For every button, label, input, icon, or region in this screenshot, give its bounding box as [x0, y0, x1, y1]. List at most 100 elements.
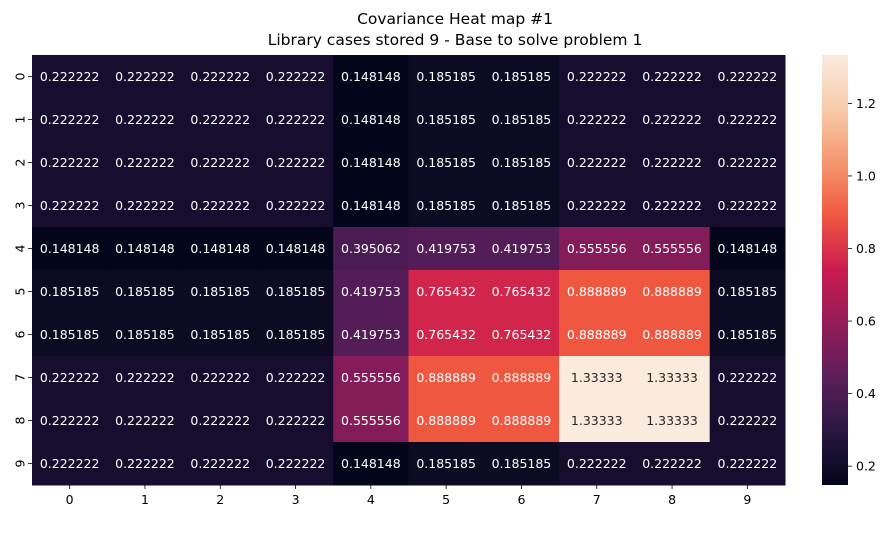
- cell-value-label: 0.888889: [642, 327, 702, 342]
- cell-value-label: 0.222222: [567, 155, 627, 170]
- cell-value-label: 0.222222: [567, 69, 627, 84]
- heatmap-cell-labels: 0.222222 0.222222 0.222222 0.222222 0.148148…: [40, 69, 777, 471]
- y-tick-label: 3: [13, 202, 28, 210]
- cell-value-label: 0.222222: [115, 112, 175, 127]
- cell-value-label: 0.765432: [492, 327, 552, 342]
- cell-value-label: 0.148148: [341, 112, 401, 127]
- heatmap-cell: [634, 141, 711, 185]
- heatmap-cell: [483, 442, 560, 486]
- y-tick-label: 7: [13, 374, 28, 382]
- heatmap-cell: [107, 356, 184, 400]
- y-tick-label: 2: [13, 159, 28, 167]
- heatmap-cell: [32, 55, 108, 99]
- cell-value-label: 0.148148: [341, 456, 401, 471]
- cell-value-label: 0.222222: [190, 413, 250, 428]
- cell-value-label: 0.148148: [341, 69, 401, 84]
- heatmap-cell: [709, 270, 786, 314]
- cell-value-label: 0.888889: [492, 413, 552, 428]
- heatmap-cell: [559, 98, 635, 142]
- heatmap-cell: [559, 55, 635, 99]
- heatmap-cell: [333, 141, 409, 185]
- heatmap-cell: [257, 141, 334, 185]
- cell-value-label: 1.33333: [571, 370, 623, 385]
- cell-value-label: 0.222222: [642, 456, 702, 471]
- cell-value-label: 0.222222: [190, 112, 250, 127]
- colorbar-tick-label: 0.6: [856, 314, 876, 329]
- colorbar-tick-label: 1.2: [856, 96, 876, 111]
- colorbar-tick-label: 0.2: [856, 459, 876, 474]
- heatmap-cell: [182, 141, 259, 185]
- heatmap-cell: [32, 399, 108, 443]
- cell-value-label: 0.555556: [341, 370, 401, 385]
- heatmap-cell: [559, 227, 635, 271]
- heatmap-cell: [483, 227, 560, 271]
- cell-value-label: 0.222222: [190, 456, 250, 471]
- y-tick-label: 5: [13, 288, 28, 296]
- heatmap-cell: [408, 399, 485, 443]
- cell-value-label: 0.222222: [642, 155, 702, 170]
- cell-value-label: 0.148148: [341, 198, 401, 213]
- cell-value-label: 0.185185: [115, 327, 175, 342]
- colorbar-tick-label: 0.8: [856, 241, 876, 256]
- heatmap-cell: [634, 55, 711, 99]
- cell-value-label: 0.222222: [718, 370, 778, 385]
- heatmap-cell: [107, 141, 184, 185]
- cell-value-label: 0.888889: [567, 284, 627, 299]
- cell-value-label: 0.222222: [190, 155, 250, 170]
- cell-value-label: 0.222222: [266, 413, 326, 428]
- heatmap-cell: [32, 98, 108, 142]
- heatmap-cell: [182, 313, 259, 357]
- heatmap-cell: [107, 442, 184, 486]
- cell-value-label: 0.888889: [567, 327, 627, 342]
- cell-value-label: 0.222222: [40, 198, 100, 213]
- x-tick-label: 9: [743, 492, 751, 507]
- heatmap-cell: [257, 356, 334, 400]
- heatmap-cell: [709, 227, 786, 271]
- cell-value-label: 0.222222: [567, 456, 627, 471]
- heatmap-cell: [333, 270, 409, 314]
- y-tick-label: 1: [13, 116, 28, 124]
- heatmap-cell: [333, 313, 409, 357]
- cell-value-label: 0.222222: [40, 69, 100, 84]
- heatmap-cell: [709, 98, 786, 142]
- cell-value-label: 0.222222: [642, 112, 702, 127]
- x-tick-label: 3: [292, 492, 300, 507]
- heatmap-cell: [182, 55, 259, 99]
- heatmap-cell: [634, 399, 711, 443]
- cell-value-label: 0.222222: [40, 112, 100, 127]
- cell-value-label: 0.419753: [492, 241, 552, 256]
- heatmap-cell: [709, 141, 786, 185]
- cell-value-label: 0.419753: [416, 241, 476, 256]
- heatmap-cell: [107, 270, 184, 314]
- heatmap-cell: [634, 442, 711, 486]
- cell-value-label: 0.222222: [642, 69, 702, 84]
- cell-value-label: 0.185185: [416, 69, 476, 84]
- heatmap-cell: [408, 184, 485, 228]
- cell-value-label: 0.765432: [416, 284, 476, 299]
- cell-value-label: 0.222222: [718, 413, 778, 428]
- cell-value-label: 0.148148: [115, 241, 175, 256]
- cell-value-label: 0.222222: [40, 370, 100, 385]
- cell-value-label: 0.222222: [567, 112, 627, 127]
- cell-value-label: 0.765432: [416, 327, 476, 342]
- heatmap-cell: [559, 399, 635, 443]
- cell-value-label: 0.555556: [341, 413, 401, 428]
- cell-value-label: 0.222222: [266, 456, 326, 471]
- x-tick-label: 0: [66, 492, 74, 507]
- cell-value-label: 0.185185: [40, 284, 100, 299]
- heatmap-cell: [257, 227, 334, 271]
- heatmap-cell: [32, 356, 108, 400]
- cell-value-label: 0.222222: [718, 456, 778, 471]
- cell-value-label: 0.222222: [266, 112, 326, 127]
- heatmap-cell: [107, 98, 184, 142]
- cell-value-label: 0.222222: [190, 370, 250, 385]
- cell-value-label: 0.185185: [416, 155, 476, 170]
- colorbar-tick-label: 0.4: [856, 386, 876, 401]
- heatmap-cell: [257, 313, 334, 357]
- heatmap-cell: [257, 399, 334, 443]
- heatmap-cell: [483, 184, 560, 228]
- heatmap-cell: [709, 184, 786, 228]
- heatmap-cells: [32, 55, 786, 486]
- cell-value-label: 0.395062: [341, 241, 401, 256]
